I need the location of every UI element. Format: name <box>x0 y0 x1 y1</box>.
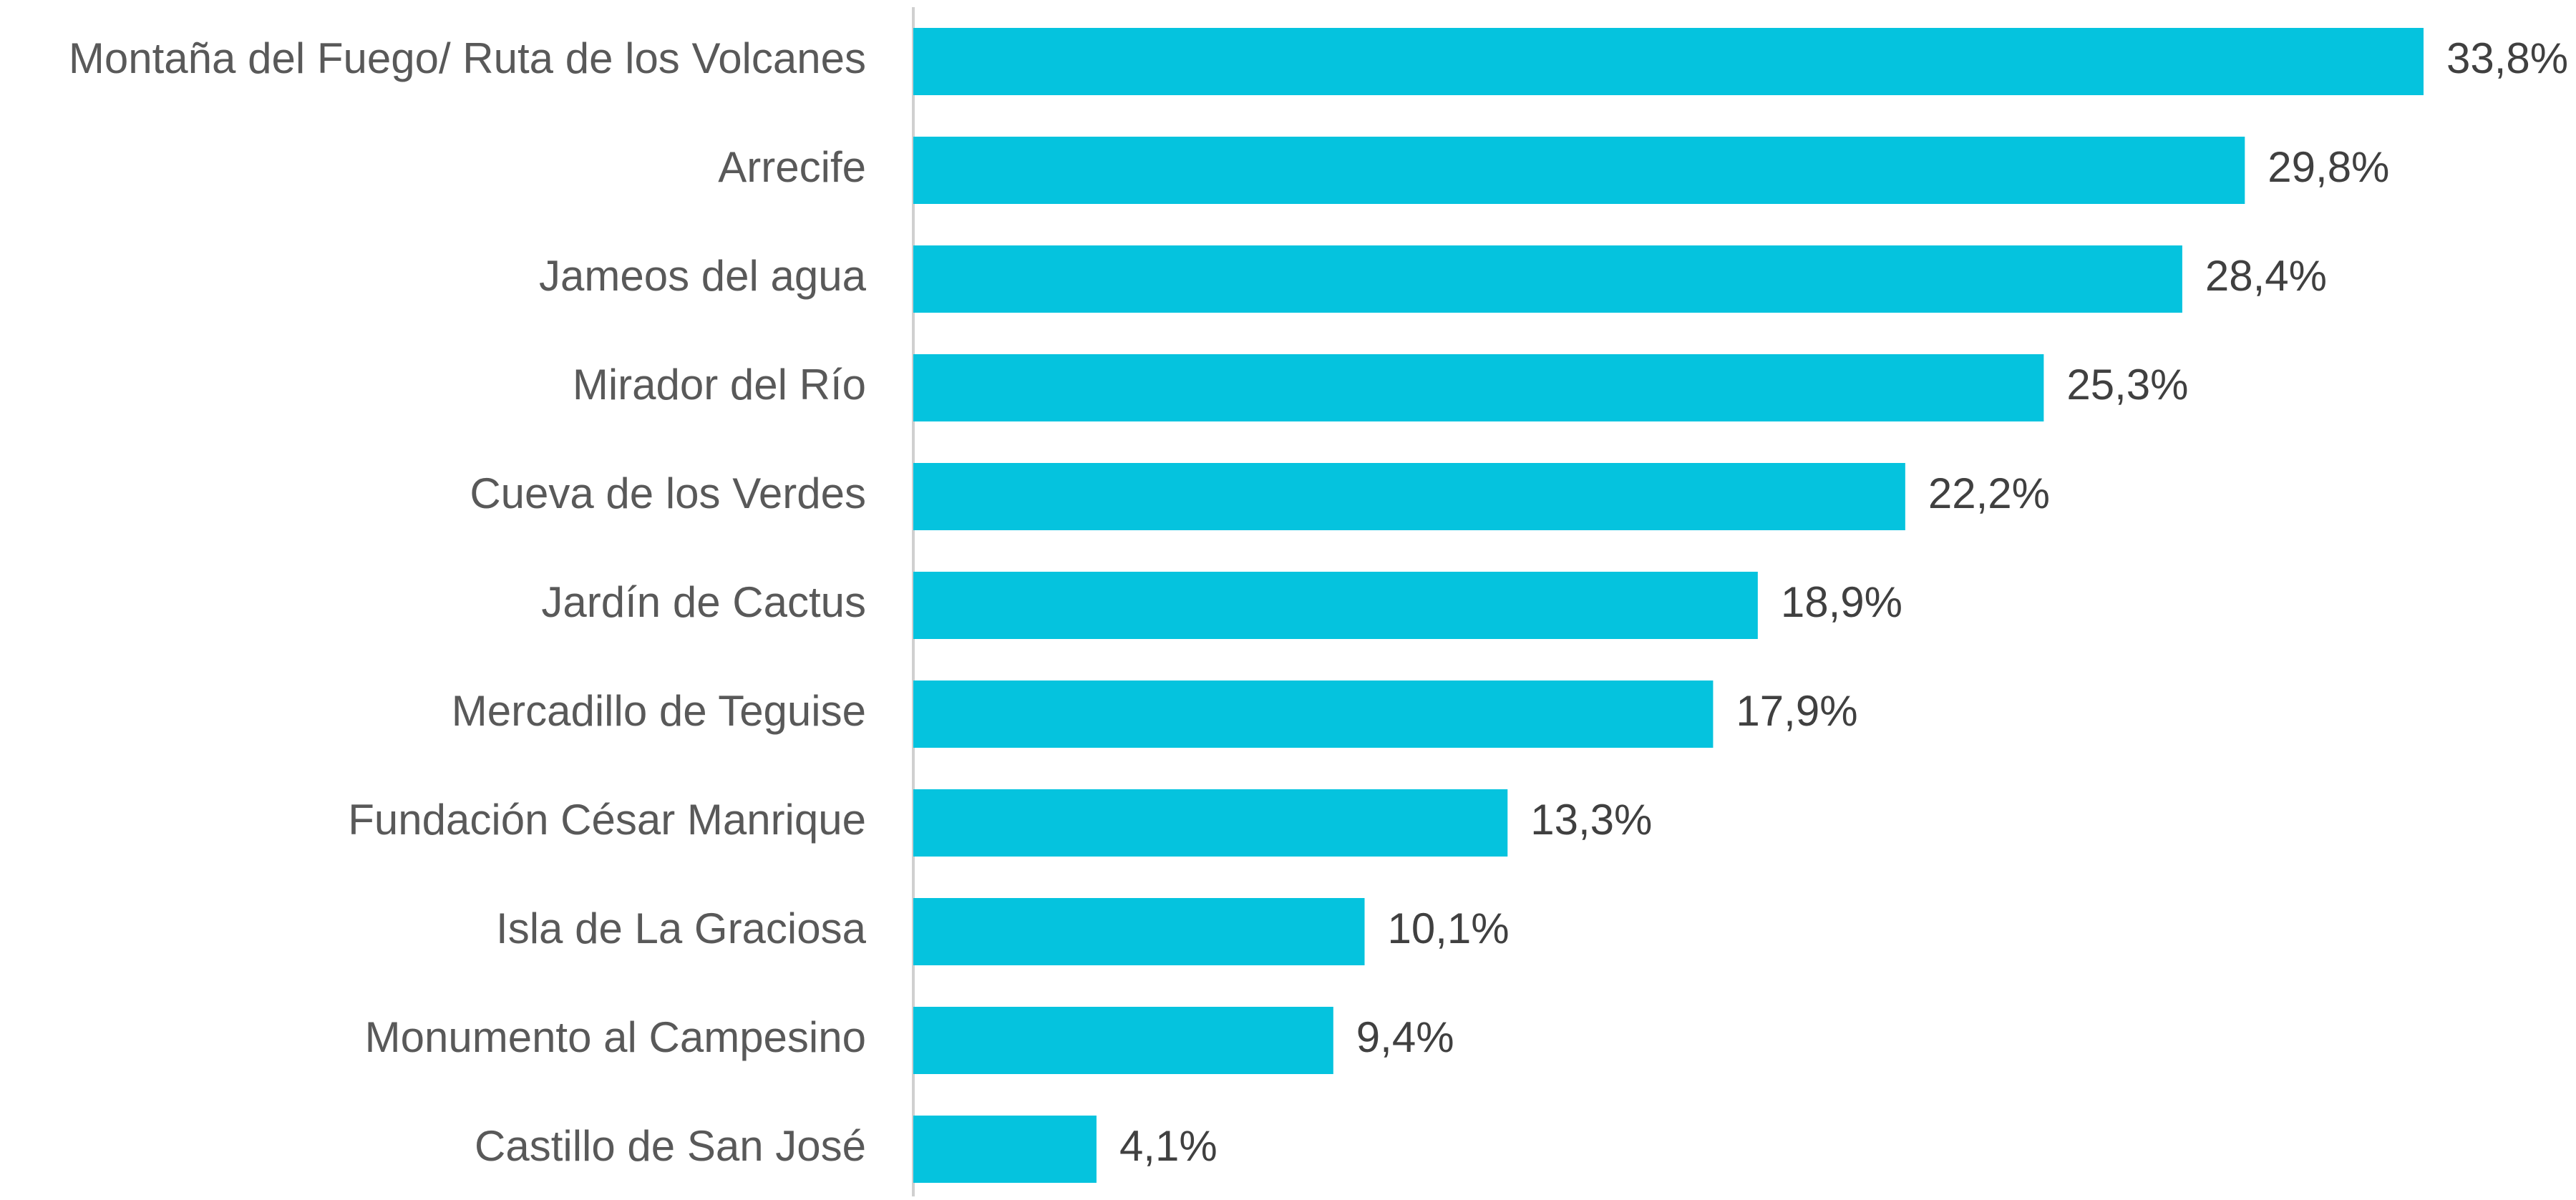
bar <box>913 1007 1333 1074</box>
value-label: 17,9% <box>1736 687 1857 735</box>
bar <box>913 137 2245 204</box>
bar <box>913 354 2044 421</box>
bar <box>913 1116 1097 1183</box>
category-label: Jameos del agua <box>539 252 867 300</box>
bar <box>913 572 1758 639</box>
category-label: Montaña del Fuego/ Ruta de los Volcanes <box>69 34 866 82</box>
category-label: Monumento al Campesino <box>365 1013 866 1061</box>
bar <box>913 681 1714 748</box>
value-label: 33,8% <box>2446 34 2568 82</box>
category-label: Mercadillo de Teguise <box>452 687 866 735</box>
value-label: 13,3% <box>1530 796 1652 844</box>
value-label: 10,1% <box>1388 904 1510 952</box>
value-label: 18,9% <box>1781 578 1902 626</box>
value-label: 4,1% <box>1119 1122 1217 1170</box>
value-label: 22,2% <box>1928 469 2050 517</box>
bar <box>913 789 1508 857</box>
value-label: 25,3% <box>2066 361 2188 409</box>
bar <box>913 245 2182 313</box>
category-label: Cueva de los Verdes <box>470 469 866 517</box>
category-label: Fundación César Manrique <box>348 796 866 844</box>
bar <box>913 28 2424 95</box>
category-label: Mirador del Río <box>573 361 866 409</box>
category-label: Jardín de Cactus <box>541 578 866 626</box>
bar <box>913 898 1365 965</box>
category-label: Castillo de San José <box>475 1122 866 1170</box>
value-label: 9,4% <box>1356 1013 1454 1061</box>
value-label: 28,4% <box>2205 252 2327 300</box>
category-label: Isla de La Graciosa <box>496 904 867 952</box>
bar <box>913 463 1905 530</box>
category-label: Arrecife <box>718 143 866 191</box>
value-label: 29,8% <box>2268 143 2389 191</box>
